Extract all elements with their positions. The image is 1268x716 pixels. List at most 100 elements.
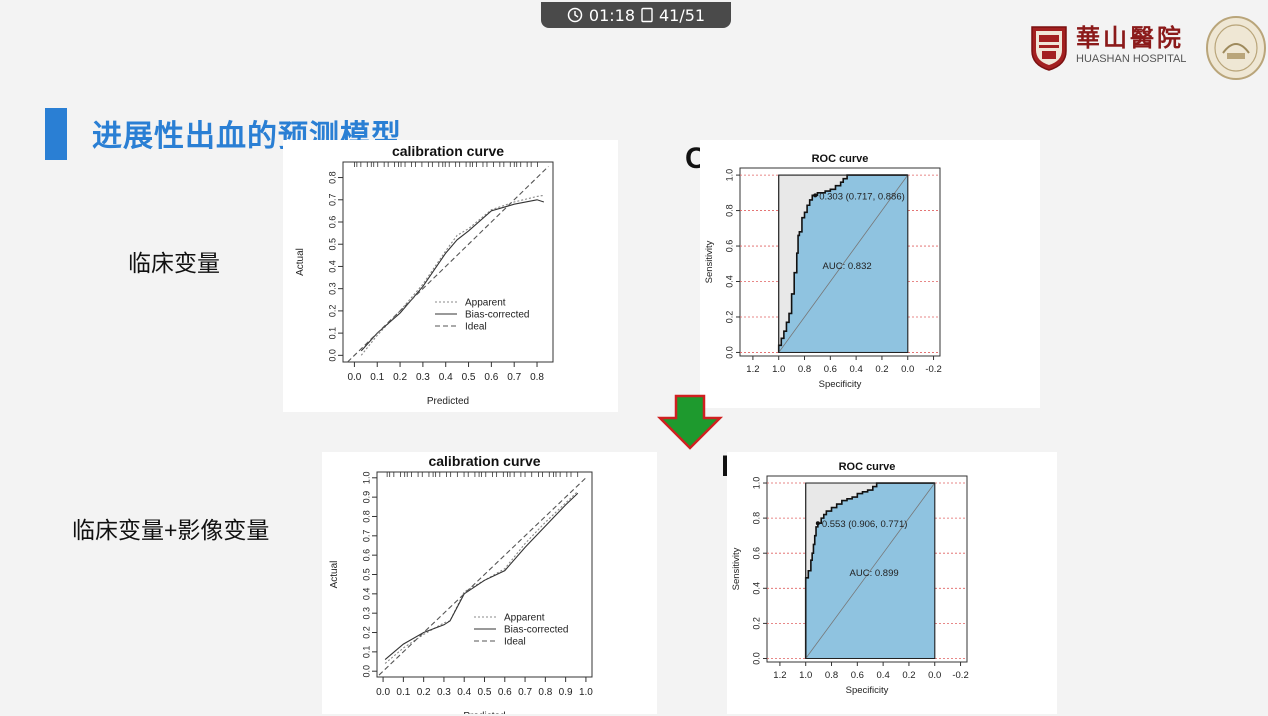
- y-tick-label: 0.5: [327, 238, 337, 251]
- hospital-shield-icon: [1031, 26, 1067, 71]
- y-tick-label: 0.1: [361, 646, 371, 659]
- roc-box: [778, 174, 909, 353]
- y-tick-label: 0.0: [327, 349, 337, 362]
- row-label-clinical: 临床变量: [128, 250, 220, 276]
- auc-label: AUC: 0.832: [823, 261, 872, 272]
- y-tick-label: 1.0: [751, 477, 761, 490]
- x-tick-label: 0.2: [875, 364, 888, 375]
- x-tick-label: -0.2: [952, 670, 968, 681]
- y-tick-label: 0.2: [724, 311, 734, 324]
- x-tick-label: 1.2: [773, 670, 786, 681]
- x-tick-label: 1.0: [579, 687, 593, 698]
- series-line-apparent: [360, 194, 544, 356]
- y-tick-label: 1.0: [361, 472, 371, 485]
- roc-chart-clinical: 0.303 (0.717, 0.886) AUC: 0.832 ROC curve 1…: [700, 140, 1040, 408]
- chart-title: calibration curve: [392, 143, 504, 159]
- calibration-chart-combined: calibration curve 0.0 0.1 0.2 0.3 0.4 0.5 0.6 0.…: [322, 452, 657, 714]
- x-tick-label: 1.0: [799, 670, 812, 681]
- y-axis-label: Sensitivity: [731, 547, 742, 590]
- y-tick-label: 0.9: [361, 491, 371, 504]
- x-tick-label: 0.8: [530, 372, 544, 383]
- x-tick-label: 0.0: [928, 670, 941, 681]
- x-tick-label: 0.1: [396, 687, 410, 698]
- x-tick-label: 0.5: [462, 372, 476, 383]
- title-accent-bar: [45, 108, 67, 160]
- roc-chart-clinical-svg: 0.303 (0.717, 0.886) AUC: 0.832 ROC curve 1…: [704, 153, 942, 390]
- down-arrow-icon: [656, 394, 724, 450]
- x-tick-label: 0.2: [393, 372, 407, 383]
- calibration-chart-combined-svg: calibration curve 0.0 0.1 0.2 0.3 0.4 0.5 0.6 0.…: [329, 453, 593, 714]
- y-tick-label: 0.5: [361, 568, 371, 581]
- y-tick-label: 0.3: [361, 607, 371, 620]
- y-tick-label: 0.0: [751, 652, 761, 665]
- x-tick-label: 0.8: [538, 687, 552, 698]
- y-tick-label: 0.1: [327, 327, 337, 340]
- x-tick-label: 0.8: [798, 364, 811, 375]
- x-tick-label: 0.9: [559, 687, 573, 698]
- y-tick-label: 0.8: [361, 510, 371, 523]
- y-tick-label: 0.2: [327, 305, 337, 318]
- y-axis-label: Actual: [329, 561, 340, 589]
- x-tick-label: 1.2: [746, 364, 759, 375]
- x-axis-label: Specificity: [819, 379, 862, 390]
- y-tick-label: 0.2: [361, 626, 371, 639]
- series-line-ideal: [347, 166, 549, 363]
- series-line-bias-corrected: [384, 492, 579, 661]
- x-tick-label: 0.0: [347, 372, 361, 383]
- x-tick-label: 0.0: [901, 364, 914, 375]
- roc-box: [805, 482, 936, 659]
- hospital-name-en: HUASHAN HOSPITAL: [1076, 53, 1187, 65]
- legend-item: Ideal: [504, 637, 526, 648]
- y-tick-label: 0.4: [751, 582, 761, 595]
- x-tick-label: 0.7: [518, 687, 532, 698]
- y-tick-label: 0.7: [361, 530, 371, 543]
- x-tick-label: 0.4: [877, 670, 890, 681]
- x-tick-label: -0.2: [925, 364, 941, 375]
- x-tick-label: 0.4: [457, 687, 471, 698]
- chart-title: ROC curve: [839, 461, 896, 473]
- clock-icon: [567, 7, 583, 23]
- series-line-bias-corrected: [360, 199, 545, 352]
- player-status-bar: 01:18 41/51: [541, 2, 731, 28]
- y-tick-label: 0.7: [327, 194, 337, 207]
- auc-label: AUC: 0.899: [850, 568, 899, 579]
- x-tick-label: 1.0: [772, 364, 785, 375]
- y-tick-label: 0.0: [724, 346, 734, 359]
- threshold-label: 0.553 (0.906, 0.771): [822, 519, 908, 530]
- x-tick-label: 0.5: [478, 687, 492, 698]
- x-tick-label: 0.7: [507, 372, 521, 383]
- y-tick-label: 0.8: [724, 204, 734, 217]
- y-tick-label: 0.8: [751, 512, 761, 525]
- x-tick-label: 0.4: [850, 364, 863, 375]
- x-axis-label: Predicted: [463, 711, 505, 714]
- x-tick-label: 0.2: [417, 687, 431, 698]
- series-line-apparent: [384, 490, 579, 664]
- y-tick-label: 0.4: [724, 275, 734, 288]
- x-tick-label: 0.4: [439, 372, 453, 383]
- y-tick-label: 0.6: [724, 240, 734, 253]
- y-tick-label: 0.8: [327, 171, 337, 184]
- x-axis-label: Predicted: [427, 396, 469, 407]
- y-tick-label: 0.6: [751, 547, 761, 560]
- y-tick-label: 0.4: [327, 260, 337, 273]
- y-tick-label: 0.0: [361, 665, 371, 678]
- legend-item: Bias-corrected: [465, 310, 529, 321]
- page-icon: [641, 7, 653, 23]
- diagonal-reference: [805, 482, 936, 659]
- roc-curve: [804, 482, 935, 659]
- y-tick-label: 0.3: [327, 282, 337, 295]
- y-axis-label: Sensitivity: [704, 240, 715, 283]
- page-counter: 41/51: [659, 5, 706, 25]
- y-tick-label: 0.2: [751, 617, 761, 630]
- university-seal-icon: [1206, 16, 1266, 80]
- y-tick-label: 0.6: [361, 549, 371, 562]
- roc-curve: [777, 174, 908, 353]
- diagonal-reference: [778, 174, 909, 353]
- x-tick-label: 0.6: [851, 670, 864, 681]
- legend-item: Apparent: [465, 298, 506, 309]
- roc-chart-combined-svg: 0.553 (0.906, 0.771) AUC: 0.899 ROC curve 1…: [731, 461, 969, 696]
- y-axis-label: Actual: [295, 248, 306, 276]
- hospital-logo: 華山醫院 HUASHAN HOSPITAL: [1030, 25, 1186, 71]
- threshold-label: 0.303 (0.717, 0.886): [819, 191, 905, 202]
- y-tick-label: 1.0: [724, 169, 734, 182]
